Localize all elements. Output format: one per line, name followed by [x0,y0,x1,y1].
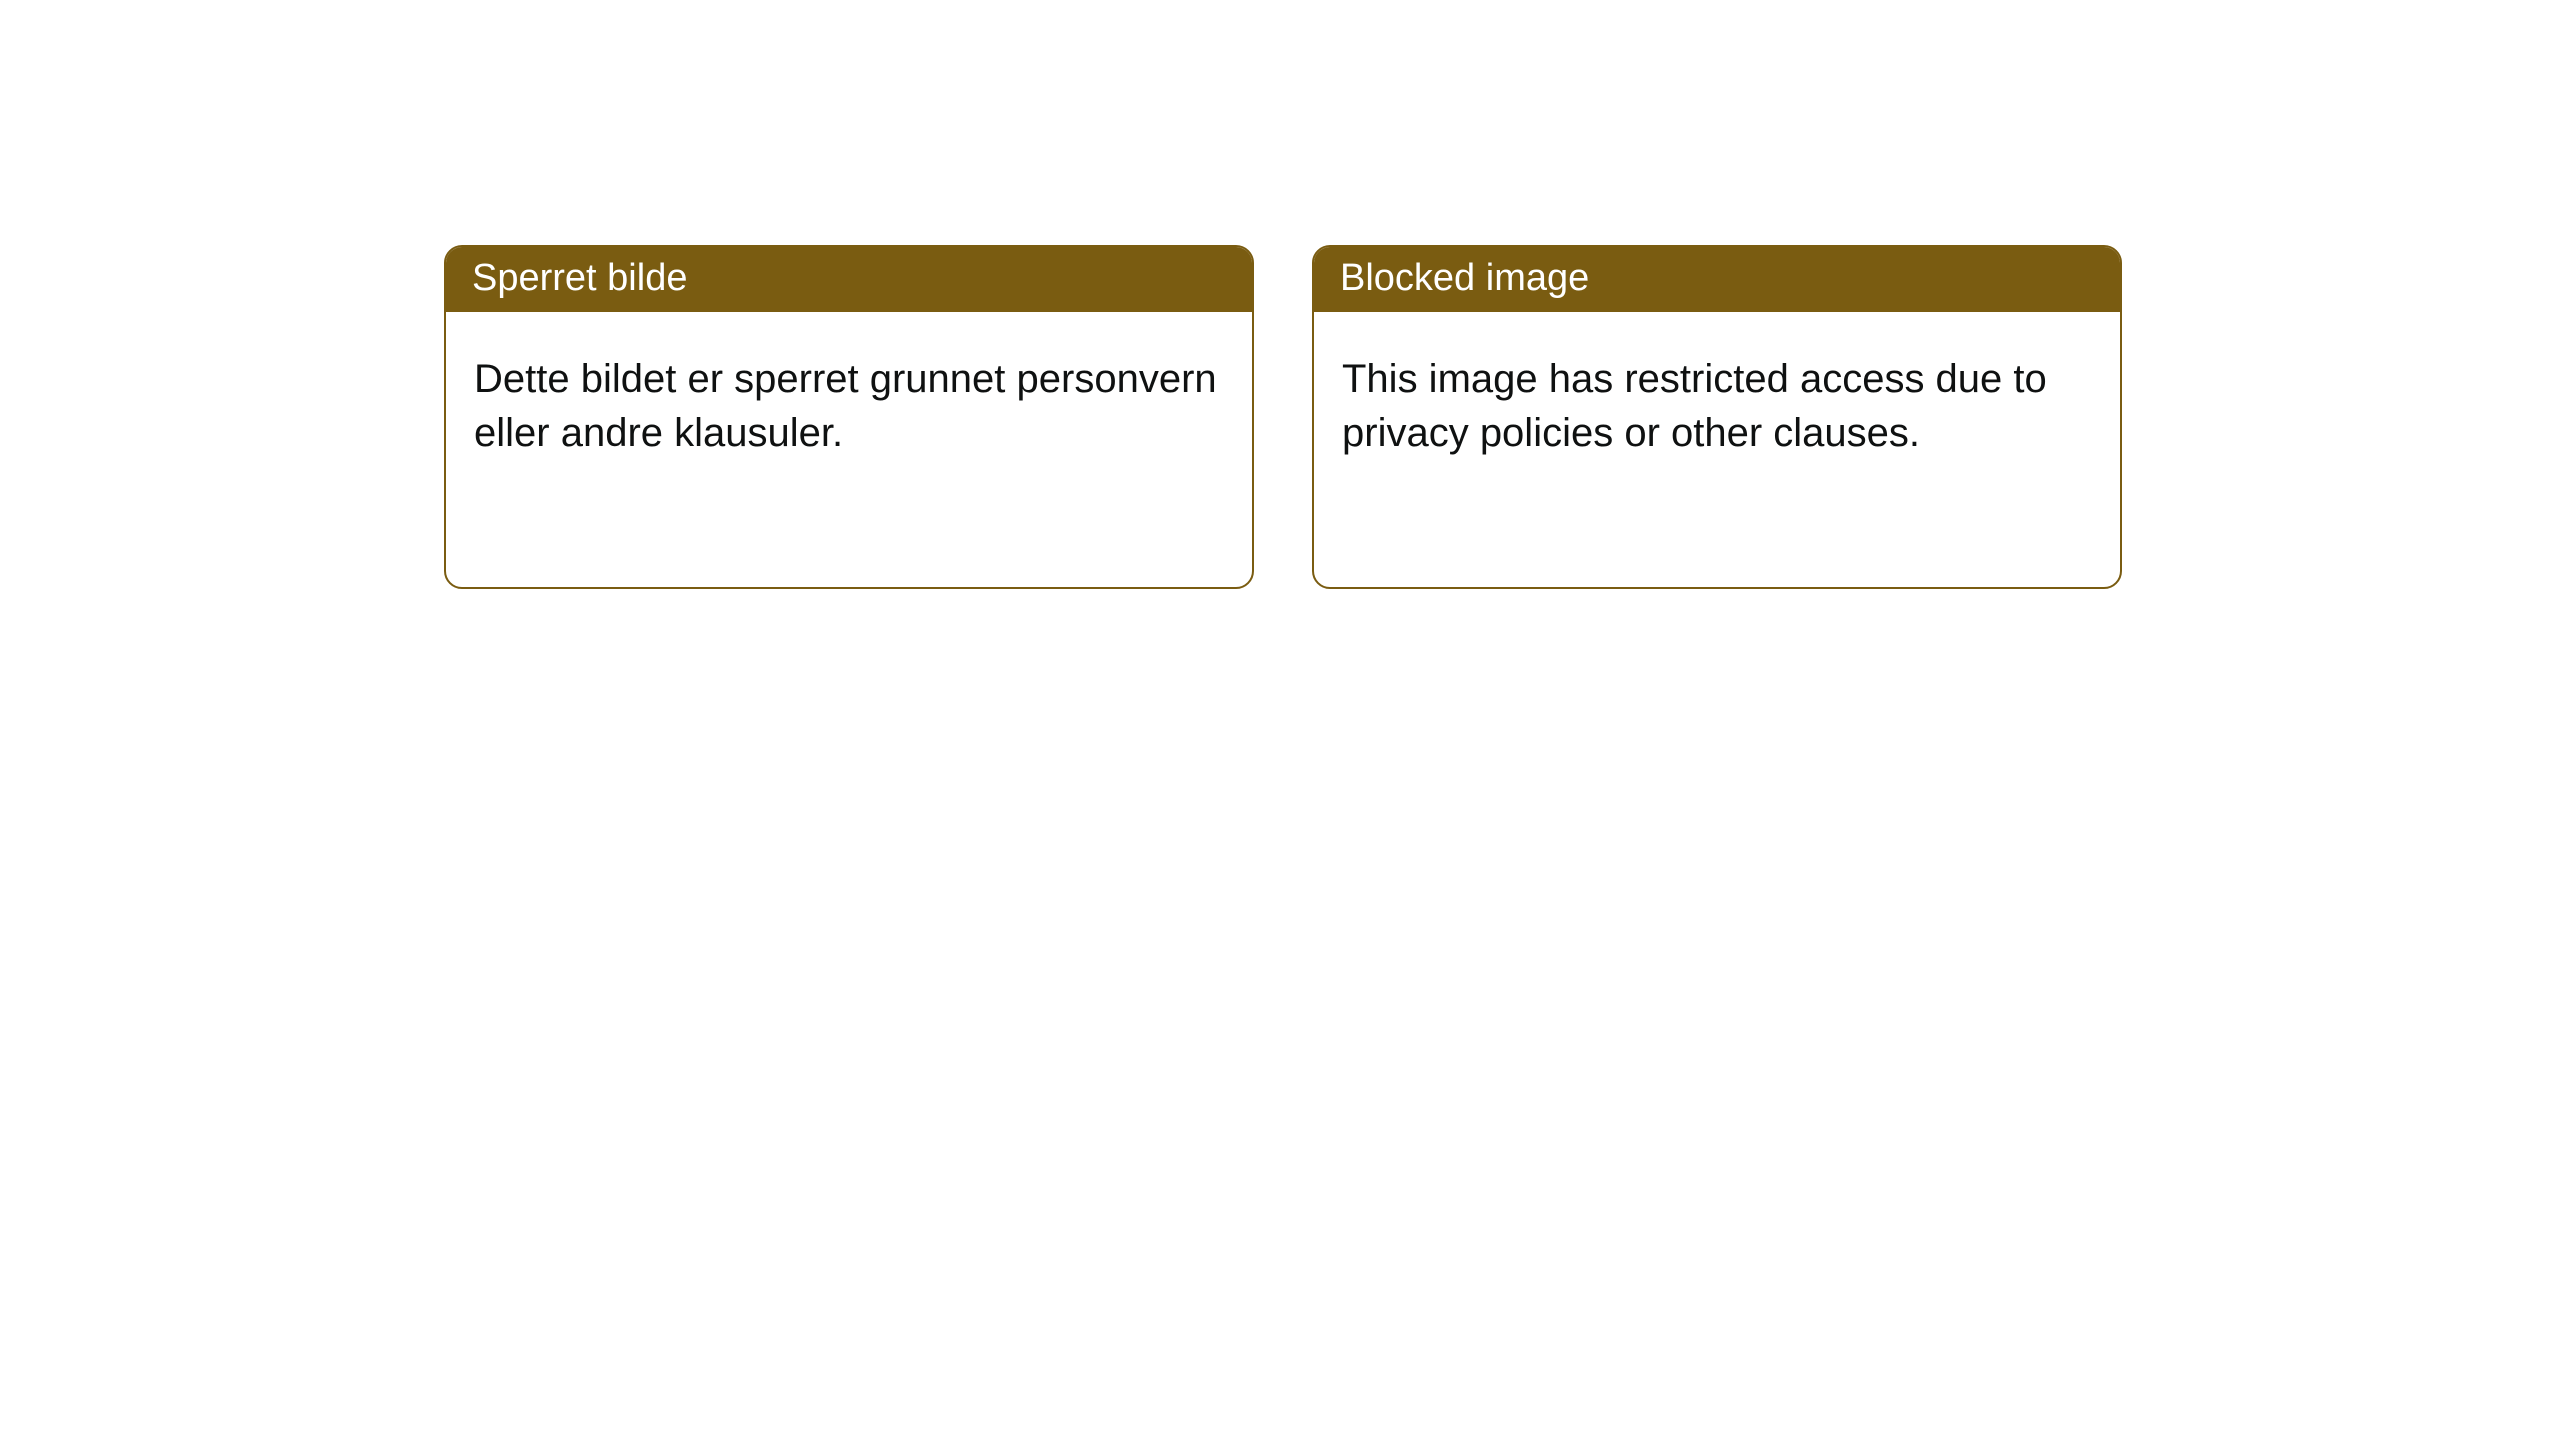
notice-card-no: Sperret bilde Dette bildet er sperret gr… [444,245,1254,589]
card-header-en: Blocked image [1314,247,2120,312]
notice-container: Sperret bilde Dette bildet er sperret gr… [0,0,2560,589]
card-body-en: This image has restricted access due to … [1314,312,2120,587]
notice-card-en: Blocked image This image has restricted … [1312,245,2122,589]
card-body-no: Dette bildet er sperret grunnet personve… [446,312,1252,587]
card-header-no: Sperret bilde [446,247,1252,312]
